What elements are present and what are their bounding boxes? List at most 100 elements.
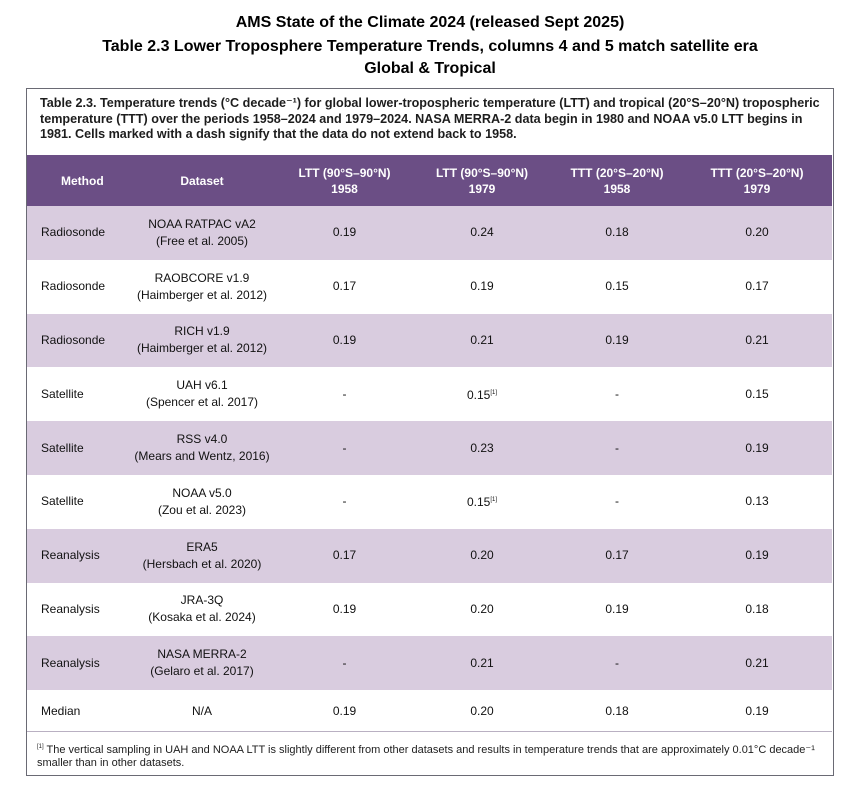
cell-value: 0.19 <box>470 279 494 294</box>
row-dataset: NASA MERRA-2 (Gelaro et al. 2017) <box>127 636 277 691</box>
dataset-citation: (Free et al. 2005) <box>155 233 249 248</box>
cell-ltt-1958: 0.17 <box>332 279 357 294</box>
cell-ltt-1958: - <box>342 386 347 401</box>
headline-title: AMS State of the Climate 2024 (released … <box>235 14 625 31</box>
cell-value: 0.21 <box>470 332 494 347</box>
dataset-citation: (Gelaro et al. 2017) <box>150 664 254 679</box>
row-dataset: RSS v4.0 (Mears and Wentz, 2016) <box>127 421 277 475</box>
cell-value: 0.21 <box>470 655 494 670</box>
footnote-divider <box>27 731 832 732</box>
column-header-dataset: Dataset <box>127 155 277 206</box>
row-dataset: ERA5 (Hersbach et al. 2020) <box>127 528 277 583</box>
dataset-citation: (Haimberger et al. 2012) <box>136 287 268 302</box>
dataset-name: RSS v4.0 <box>176 432 228 447</box>
cell-value: 0.15 <box>466 495 491 510</box>
column-header-ltt-1958-year: 1958 <box>331 181 358 196</box>
footnote-ref: [1] <box>490 497 498 504</box>
table-row: Radiosonde NOAA RATPAC vA2 (Free et al. 20… <box>27 206 832 260</box>
median-method: Median <box>41 703 81 718</box>
median-dataset: N/A <box>191 703 212 718</box>
cell-ltt-1958: - <box>277 421 412 475</box>
cell-ltt-1979: 0.20 <box>412 583 552 637</box>
cell-value: 0.23 <box>470 440 494 455</box>
dataset-name: RICH v1.9 <box>174 324 230 339</box>
table-row: Satellite UAH v6.1 (Spencer et al. 2017) - 0… <box>27 367 832 421</box>
median-ltt-1958: 0.19 <box>332 703 357 718</box>
table-row: Reanalysis NASA MERRA-2 (Gelaro et al. 201… <box>27 636 832 691</box>
row-method: Satellite <box>41 386 84 401</box>
dataset-name: UAH v6.1 <box>176 378 228 393</box>
cell-ttt-1958: 0.17 <box>552 528 682 583</box>
cell-ttt-1979: 0.21 <box>682 313 832 368</box>
footnote-marker: [1] <box>37 744 44 750</box>
cell-value: 0.15 <box>466 387 491 402</box>
table-caption: Table 2.3. Temperature trends (°C decade… <box>40 96 820 141</box>
column-header-ltt-1958-label: LTT (90°S–90°N) <box>298 165 391 180</box>
dataset-name: JRA-3Q <box>180 593 224 608</box>
row-dataset: RAOBCORE v1.9 (Haimberger et al. 2012) <box>127 260 277 314</box>
cell-ltt-1979: 0.20 <box>412 528 552 583</box>
column-header-ltt-1958: LTT (90°S–90°N) 1958 <box>277 155 412 206</box>
cell-ttt-1958: - <box>615 494 619 509</box>
row-dataset: RICH v1.9 (Haimberger et al. 2012) <box>127 313 277 368</box>
median-ttt-1979: 0.19 <box>745 703 769 718</box>
table-footnote: [1] The vertical sampling in UAH and NOA… <box>37 741 827 770</box>
cell-value: 0.24 <box>470 225 494 240</box>
dataset-citation: (Zou et al. 2023) <box>157 502 247 517</box>
column-header-ttt-1979-year: 1979 <box>743 181 771 196</box>
cell-ttt-1979: 0.21 <box>682 636 832 691</box>
row-method: Reanalysis <box>27 528 127 583</box>
cell-ttt-1958: 0.15 <box>605 279 629 294</box>
column-header-ttt-1958-label: TTT (20°S–20°N) <box>570 165 664 180</box>
dataset-citation: (Mears and Wentz, 2016) <box>134 449 270 464</box>
dataset-citation: (Spencer et al. 2017) <box>145 395 259 410</box>
dataset-citation: (Hersbach et al. 2020) <box>142 556 262 571</box>
cell-ttt-1958: - <box>552 636 682 691</box>
cell-ltt-1958: - <box>277 636 412 691</box>
row-method: Radiosonde <box>27 313 127 368</box>
cell-ttt-1979: 0.17 <box>745 279 769 294</box>
row-method: Reanalysis <box>41 601 100 616</box>
cell-value: 0.20 <box>470 548 494 563</box>
cell-ttt-1958: 0.19 <box>552 313 682 368</box>
footnote-ref: [1] <box>490 389 498 396</box>
cell-ltt-1958: 0.19 <box>277 206 412 260</box>
table-frame: Table 2.3. Temperature trends (°C decade… <box>26 88 834 776</box>
column-header-method: Method <box>27 155 127 206</box>
footnote-text: The vertical sampling in UAH and NOAA LT… <box>37 744 815 769</box>
row-method: Satellite <box>27 421 127 475</box>
cell-ltt-1958: 0.17 <box>277 528 412 583</box>
table-row: Reanalysis ERA5 (Hersbach et al. 2020) 0.17… <box>27 528 832 583</box>
column-header-ttt-1958-year: 1958 <box>603 181 631 196</box>
headline-scope: Global & Tropical <box>364 60 496 77</box>
row-dataset: UAH v6.1 (Spencer et al. 2017) <box>127 367 277 421</box>
cell-ttt-1979: 0.18 <box>745 601 769 616</box>
row-method: Satellite <box>41 494 84 509</box>
cell-ltt-1979: 0.23 <box>412 421 552 475</box>
cell-ttt-1979: 0.20 <box>682 206 832 260</box>
dataset-name: NOAA RATPAC vA2 <box>148 216 256 231</box>
cell-ttt-1958: 0.19 <box>605 601 629 616</box>
column-header-ltt-1979-label: LTT (90°S–90°N) <box>435 165 529 180</box>
dataset-name: NASA MERRA-2 <box>157 647 247 662</box>
cell-ltt-1979: 0.15[1] <box>412 367 552 421</box>
table-row: Radiosonde RAOBCORE v1.9 (Haimberger et al… <box>27 260 832 314</box>
cell-ttt-1958: - <box>552 421 682 475</box>
row-method: Reanalysis <box>27 636 127 691</box>
median-ltt-1979: 0.20 <box>470 703 494 718</box>
cell-ttt-1958: 0.18 <box>552 206 682 260</box>
cell-ltt-1979: 0.21 <box>412 636 552 691</box>
table-header-row: Method Dataset LTT (90°S–90°N) 1958 LTT … <box>27 155 832 206</box>
headline-subtitle: Table 2.3 Lower Troposphere Temperature … <box>102 38 758 55</box>
table-row: Radiosonde RICH v1.9 (Haimberger et al. 20… <box>27 313 832 368</box>
table-row: Satellite NOAA v5.0 (Zou et al. 2023) - 0.15… <box>27 475 832 529</box>
dataset-citation: (Kosaka et al. 2024) <box>148 610 256 625</box>
row-dataset: JRA-3Q (Kosaka et al. 2024) <box>127 583 277 637</box>
cell-value: 0.20 <box>470 601 494 616</box>
cell-ttt-1979: 0.19 <box>682 528 832 583</box>
cell-ttt-1979: 0.13 <box>745 494 769 509</box>
cell-ttt-1979: 0.19 <box>682 421 832 475</box>
cell-ttt-1979: 0.15 <box>745 386 769 401</box>
trends-table: Method Dataset LTT (90°S–90°N) 1958 LTT … <box>27 155 832 732</box>
cell-ltt-1979: 0.19 <box>412 260 552 314</box>
